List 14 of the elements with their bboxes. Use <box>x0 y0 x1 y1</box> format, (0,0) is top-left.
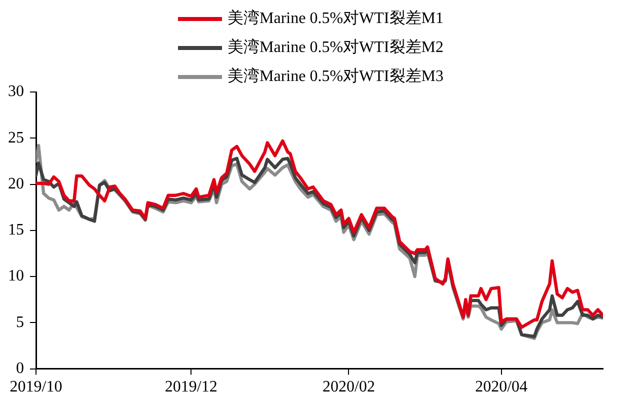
x-tick-label: 2019/12 <box>164 378 218 396</box>
x-tick-label: 2020/04 <box>475 378 528 396</box>
y-tick-label: 10 <box>8 268 24 285</box>
y-tick-label: 25 <box>8 129 24 146</box>
x-tick-label: 2019/10 <box>10 378 62 396</box>
y-tick-label: 0 <box>16 360 24 378</box>
legend-label: 美湾Marine 0.5%对WTI裂差M1 <box>228 8 444 29</box>
y-tick-label: 15 <box>8 222 24 239</box>
x-tick-label: 2020/02 <box>322 378 375 396</box>
legend-label: 美湾Marine 0.5%对WTI裂差M3 <box>228 66 444 87</box>
y-tick-label: 5 <box>16 314 24 331</box>
y-tick-label: 30 <box>8 83 24 100</box>
y-tick-label: 20 <box>8 175 24 192</box>
legend-label: 美湾Marine 0.5%对WTI裂差M2 <box>228 38 444 58</box>
